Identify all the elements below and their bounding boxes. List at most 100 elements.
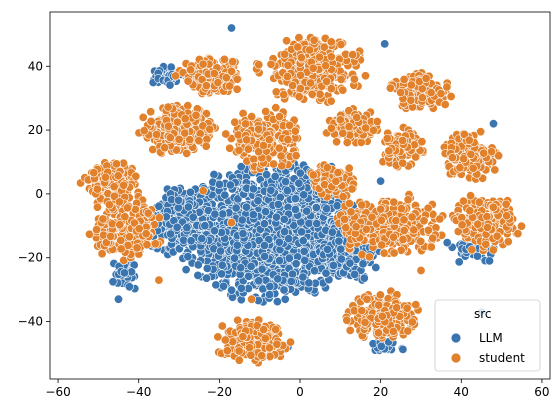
llm-point (124, 282, 134, 292)
llm-point (183, 252, 193, 262)
student-point (276, 151, 286, 161)
student-point (466, 149, 476, 159)
llm-point (454, 257, 464, 267)
student-point (269, 159, 279, 169)
student-point (362, 294, 372, 304)
student-point (165, 133, 175, 143)
student-point (407, 317, 417, 327)
llm-point (332, 201, 342, 211)
student-point (348, 50, 358, 60)
student-point (319, 42, 329, 52)
student-point (282, 72, 292, 82)
student-point (232, 74, 242, 84)
student-point (221, 129, 231, 139)
student-point (220, 335, 230, 345)
student-point (349, 74, 359, 84)
llm-point (336, 254, 346, 264)
llm-point (298, 272, 308, 282)
student-point (391, 216, 401, 226)
student-point (174, 134, 184, 144)
llm-point (265, 289, 275, 299)
student-point (139, 126, 149, 136)
student-point (389, 248, 399, 258)
llm-point (181, 265, 191, 275)
data-points (76, 23, 526, 368)
student-point (344, 163, 354, 173)
student-point (93, 202, 103, 212)
student-point (356, 137, 366, 147)
llm-point (211, 280, 221, 290)
student-point (389, 197, 399, 207)
student-point (241, 119, 251, 129)
student-point (245, 343, 255, 353)
llm-point (299, 246, 309, 256)
student-point (406, 95, 416, 105)
student-point (265, 351, 275, 361)
student-point (417, 93, 427, 103)
x-tick-label: −60 (45, 385, 70, 399)
llm-point (174, 203, 184, 213)
student-point (423, 225, 433, 235)
student-point (160, 143, 170, 153)
student-point (352, 113, 362, 123)
x-tick-label: 60 (534, 385, 549, 399)
llm-point (266, 185, 276, 195)
student-point (112, 159, 122, 169)
student-point (426, 88, 436, 98)
llm-point (359, 273, 369, 283)
student-point (396, 204, 406, 214)
student-point (474, 197, 484, 207)
student-point (396, 88, 406, 98)
llm-point (271, 212, 281, 222)
llm-point (300, 255, 310, 265)
student-point (109, 182, 119, 192)
llm-point (376, 176, 386, 186)
student-point (266, 59, 276, 69)
student-point (219, 54, 229, 64)
student-point (490, 165, 500, 175)
student-point (392, 303, 402, 313)
student-point (326, 84, 336, 94)
llm-point (284, 253, 294, 263)
student-point (249, 154, 259, 164)
student-point (257, 351, 267, 361)
llm-point (376, 341, 386, 351)
student-point (116, 244, 126, 254)
student-point (243, 144, 253, 154)
student-point (360, 317, 370, 327)
student-point (344, 122, 354, 132)
student-point (338, 85, 348, 95)
llm-point (209, 170, 219, 180)
student-point (225, 81, 235, 91)
llm-point (108, 277, 118, 287)
llm-point (274, 256, 284, 266)
student-point (183, 101, 193, 111)
student-point (234, 346, 244, 356)
student-point (309, 35, 319, 45)
student-point (347, 184, 357, 194)
student-point (384, 146, 394, 156)
student-point (326, 37, 336, 47)
student-point (201, 81, 211, 91)
llm-point (166, 229, 176, 239)
llm-point (291, 259, 301, 269)
llm-point (217, 260, 227, 270)
student-point (333, 168, 343, 178)
student-point (180, 114, 190, 124)
llm-point (183, 202, 193, 212)
llm-point (304, 218, 314, 228)
student-point (296, 70, 306, 80)
llm-point (154, 201, 164, 211)
student-point (154, 275, 164, 285)
student-point (264, 343, 274, 353)
llm-point (398, 344, 408, 354)
llm-point (248, 210, 258, 220)
student-point (143, 208, 153, 218)
student-point (406, 80, 416, 90)
x-tick-label: −20 (207, 385, 232, 399)
student-point (388, 326, 398, 336)
student-point (492, 231, 502, 241)
student-point (261, 107, 271, 117)
student-point (416, 265, 426, 275)
